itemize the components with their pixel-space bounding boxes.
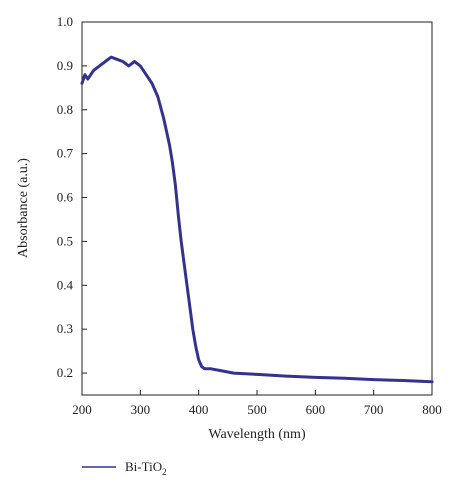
x-tick-label: 300 xyxy=(131,402,151,417)
y-tick-label: 0.5 xyxy=(57,233,73,248)
y-tick-label: 0.2 xyxy=(57,365,73,380)
y-tick-label: 0.3 xyxy=(57,321,73,336)
series-line xyxy=(80,55,434,384)
x-axis-ticks: 200 300 400 500 600 700 800 xyxy=(72,390,442,417)
y-tick-label: 1.0 xyxy=(57,14,73,29)
y-tick-label: 0.4 xyxy=(57,277,74,292)
y-axis-ticks: 0.2 0.3 0.4 0.5 0.6 0.7 0.8 0.9 1.0 xyxy=(57,14,87,380)
series-layer xyxy=(80,55,434,384)
legend-label: Bi-TiO2 xyxy=(125,459,167,477)
x-tick-label: 400 xyxy=(189,402,209,417)
x-tick-label: 700 xyxy=(364,402,384,417)
x-axis-label: Wavelength (nm) xyxy=(208,427,306,442)
y-tick-label: 0.7 xyxy=(57,146,74,161)
legend-label-main: Bi-TiO xyxy=(125,459,162,474)
plot-frame xyxy=(81,21,433,396)
x-tick-label: 200 xyxy=(72,402,92,417)
y-axis-label: Absorbance (a.u.) xyxy=(16,158,31,258)
y-tick-label: 0.8 xyxy=(57,102,73,117)
legend-label-subscript: 2 xyxy=(162,467,167,477)
y-tick-label: 0.6 xyxy=(57,190,74,205)
x-tick-label: 600 xyxy=(306,402,326,417)
x-tick-label: 800 xyxy=(422,402,442,417)
legend: Bi-TiO2 xyxy=(82,459,167,477)
y-tick-label: 0.9 xyxy=(57,58,73,73)
x-tick-label: 500 xyxy=(247,402,267,417)
